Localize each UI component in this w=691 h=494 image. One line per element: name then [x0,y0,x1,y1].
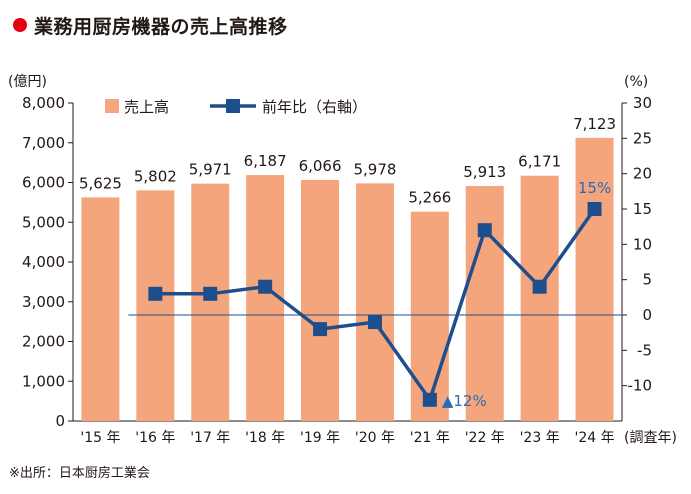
y-left-unit: (億円) [8,74,47,90]
y-right-tick-label: -10 [628,377,653,395]
chart-title-row: 業務用厨房機器の売上高推移 [13,10,288,40]
x-tick-label: '23 年 [520,430,560,446]
bar-value-label: 7,123 [573,115,616,133]
legend-swatch-sales [105,99,119,113]
bar-sales [410,211,449,421]
line-marker-yoy [367,315,382,330]
x-tick-label: '19 年 [300,430,340,446]
y-right-tick-label: 0 [642,306,652,324]
x-tick-label: '21 年 [410,430,450,446]
y-left-tick-label: 3,000 [22,293,65,311]
line-marker-yoy [422,392,437,407]
source-note: ※出所：日本厨房工業会 [9,466,150,481]
bar-sales [81,197,120,421]
bar-sales [355,183,394,421]
y-right-tick-label: 25 [633,129,652,147]
bar-value-label: 5,802 [134,167,177,185]
y-left-tick-label: 2,000 [22,333,65,351]
x-axis-suffix: (調査年) [624,430,677,446]
line-marker-yoy [148,286,163,301]
y-left-tick-label: 6,000 [22,174,65,192]
legend-label-yoy: 前年比（右軸） [262,98,367,116]
bar-value-label: 5,978 [353,160,396,178]
annotation-2021: ▲12% [442,392,487,410]
title-bullet-icon [13,18,27,32]
y-left-tick-label: 7,000 [22,134,65,152]
bar-value-label: 6,187 [244,152,287,170]
bar-value-label: 6,066 [299,157,342,175]
bar-value-label: 5,266 [408,189,451,207]
y-right-unit: (%) [624,74,648,90]
y-left-tick-label: 8,000 [22,94,65,112]
y-left-tick-label: 0 [55,412,65,430]
x-tick-label: '17 年 [190,430,230,446]
y-left-tick-label: 5,000 [22,213,65,231]
line-marker-yoy [477,223,492,238]
bar-sales [520,175,559,421]
y-left-tick-label: 1,000 [22,372,65,390]
y-right-tick-label: 15 [633,200,652,218]
x-tick-label: '22 年 [465,430,505,446]
bar-value-label: 5,971 [189,161,232,179]
chart-title: 業務用厨房機器の売上高推移 [34,15,288,38]
x-tick-label: '18 年 [245,430,285,446]
y-right-tick-label: -5 [637,341,652,359]
line-marker-yoy [532,279,547,294]
bar-value-label: 5,913 [463,163,506,181]
y-right-tick-label: 5 [642,271,652,289]
x-tick-label: '24 年 [574,430,614,446]
line-marker-yoy [313,322,328,337]
line-marker-yoy [587,202,602,216]
legend-marker-yoy [226,99,240,113]
bar-sales [136,190,175,421]
annotation-2024: 15% [578,179,611,197]
x-tick-label: '15 年 [80,430,120,446]
y-right-tick-label: 10 [633,235,652,253]
bar-value-label: 5,625 [79,174,122,192]
y-right-tick-label: 20 [633,165,652,183]
line-marker-yoy [203,286,218,301]
bar-sales [465,185,504,421]
bar-sales [191,183,230,421]
x-tick-label: '20 年 [355,430,395,446]
bar-value-label: 6,171 [518,153,561,171]
line-marker-yoy [258,279,273,294]
bar-sales [575,137,614,421]
y-left-tick-label: 4,000 [22,253,65,271]
bar-sales [301,179,340,421]
legend-label-sales: 売上高 [124,98,169,116]
y-right-tick-label: 30 [633,94,652,112]
x-tick-label: '16 年 [135,430,175,446]
